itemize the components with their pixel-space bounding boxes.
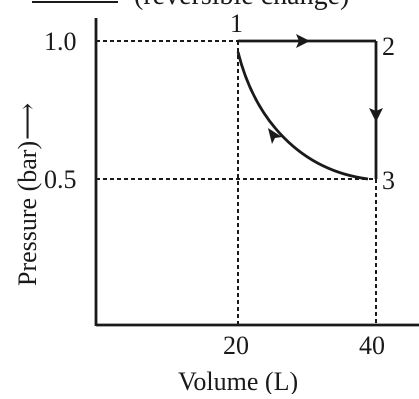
y-axis-arrow-icon: ⟶	[13, 103, 42, 140]
y-tick-1.0: 1.0	[44, 27, 77, 56]
arrow-2-to-3-icon	[369, 108, 383, 122]
y-tick-0.5: 0.5	[44, 165, 77, 194]
point-1-label: 1	[230, 9, 243, 38]
path-3-to-1-curve	[236, 51, 369, 181]
point-3-label: 3	[382, 166, 395, 195]
y-axis-title-group: Pressure (bar) ⟶	[13, 103, 42, 286]
arrow-3-to-1-icon	[268, 128, 282, 144]
x-tick-20: 20	[223, 331, 249, 360]
x-axis-title: Volume (L)	[178, 367, 298, 394]
point-2-label: 2	[382, 32, 395, 61]
arrow-1-to-2-icon	[296, 34, 310, 48]
x-tick-40: 40	[359, 331, 385, 360]
header-text: (reversible change)	[134, 0, 349, 11]
y-axis-title: Pressure (bar)	[13, 141, 42, 286]
